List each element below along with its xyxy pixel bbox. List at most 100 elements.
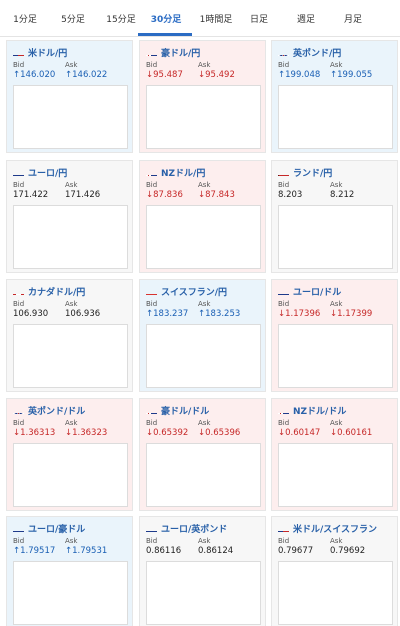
bid-ask-labels: Bid Ask xyxy=(278,61,343,69)
tab-weekly[interactable]: 週足 xyxy=(296,15,315,25)
currency-card[interactable]: 1.8051.81.7952:308:3014:30ユーロ/豪ドルBidAsk↑… xyxy=(6,516,133,626)
mini-candlestick-chart[interactable] xyxy=(278,85,393,149)
currency-pair-name[interactable]: 英ポンド/円 xyxy=(293,48,342,59)
currency-pair-name[interactable]: ユーロ/ドル xyxy=(293,287,342,298)
currency-pair-name[interactable]: ユーロ/円 xyxy=(28,168,68,179)
card-header: 8887.887.687.42:308:3014:30 NZドル/円 xyxy=(146,166,206,179)
currency-pair-name[interactable]: ユーロ/豪ドル xyxy=(28,524,86,535)
mini-candlestick-chart[interactable] xyxy=(13,561,128,625)
currency-pair-name[interactable]: ユーロ/英ポンド xyxy=(161,524,228,535)
bid-ask-labels: Bid Ask xyxy=(13,419,78,427)
bid-label: Bid xyxy=(146,61,158,69)
bid-ask-labels: Bid Ask xyxy=(278,300,343,308)
currency-pair-name[interactable]: 豪ドル/ドル xyxy=(161,406,210,417)
mini-candlestick-chart[interactable] xyxy=(146,205,261,269)
currency-pair-name[interactable]: 米ドル/円 xyxy=(28,48,68,59)
mini-candlestick-chart[interactable] xyxy=(146,443,261,507)
currency-card[interactable]: 95.59594.52:308:3014:30豪ドル/円BidAsk↓95.48… xyxy=(139,40,266,153)
ask-price: ↓1.36323 xyxy=(65,428,108,438)
bid-label: Bid xyxy=(13,419,25,427)
currency-card[interactable]: 171.51712:308:3014:30ユーロ/円BidAsk171.4221… xyxy=(6,160,133,273)
currency-pair-name[interactable]: 米ドル/スイスフラン xyxy=(293,524,378,535)
currency-card[interactable]: 107.2107106.8106.6106.42:308:3014:30 カナダド… xyxy=(6,279,133,392)
currency-card[interactable]: 146145.52:308:3014:30米ドル/円BidAsk↑146.020… xyxy=(6,40,133,153)
bid-label: Bid xyxy=(146,537,158,545)
bid-label: Bid xyxy=(13,61,25,69)
tab-30min[interactable]: 30分足 xyxy=(150,15,182,25)
bid-ask-values: ↓95.487 ↓95.492 xyxy=(146,70,235,80)
eu-flag-icon: 0.8620.8610.862:308:3014:30 xyxy=(146,524,157,532)
currency-card[interactable]: 0.6560.6540.6520.652:308:3014:30豪ドル/ドルBi… xyxy=(139,398,266,511)
currency-pair-name[interactable]: スイスフラン/円 xyxy=(161,287,228,298)
currency-pair-name[interactable]: 豪ドル/円 xyxy=(161,48,201,59)
bid-label: Bid xyxy=(13,300,25,308)
bid-ask-values: ↓1.36313 ↓1.36323 xyxy=(13,428,107,438)
ask-price: ↓0.60161 xyxy=(330,428,373,438)
mini-candlestick-chart[interactable] xyxy=(13,85,128,149)
nz-flag-icon: 0.6020.62:308:3014:30 xyxy=(278,406,289,414)
tabs-divider xyxy=(0,36,400,37)
currency-pair-name[interactable]: カナダドル/円 xyxy=(28,287,86,298)
mini-candlestick-chart[interactable] xyxy=(146,324,261,388)
bid-ask-labels: Bid Ask xyxy=(146,300,211,308)
currency-card[interactable]: 0.6020.62:308:3014:30NZドル/ドルBidAsk↓0.601… xyxy=(271,398,398,511)
mini-candlestick-chart[interactable] xyxy=(278,443,393,507)
bid-ask-values: 0.86116 0.86124 xyxy=(146,546,233,556)
bid-ask-labels: Bid Ask xyxy=(278,537,343,545)
card-header: 107.2107106.8106.6106.42:308:3014:30 カナダド… xyxy=(13,285,86,298)
tab-1hour[interactable]: 1時間足 xyxy=(199,15,233,25)
bid-ask-labels: Bid Ask xyxy=(13,300,78,308)
us-flag-icon: 146145.52:308:3014:30 xyxy=(13,48,24,56)
mini-candlestick-chart[interactable] xyxy=(13,205,128,269)
currency-card[interactable]: 0.7990.7980.7970.7962:308:3014:30 米ドル/スイス… xyxy=(271,516,398,626)
tab-monthly[interactable]: 月足 xyxy=(343,15,362,25)
ask-label: Ask xyxy=(198,181,211,189)
mini-candlestick-chart[interactable] xyxy=(278,324,393,388)
card-header: 0.6560.6540.6520.652:308:3014:30 豪ドル/ドル xyxy=(146,404,210,417)
bid-ask-values: ↑199.048 ↑199.055 xyxy=(278,70,372,80)
currency-card[interactable]: 8.228.28.182:308:3014:30ランド/円BidAsk8.203… xyxy=(271,160,398,273)
ask-label: Ask xyxy=(65,181,78,189)
bid-ask-values: 8.203 8.212 xyxy=(278,190,354,200)
mini-candlestick-chart[interactable] xyxy=(278,561,393,625)
mini-candlestick-chart[interactable] xyxy=(13,324,128,388)
ask-price: 106.936 xyxy=(65,309,101,319)
bid-price: ↑199.048 xyxy=(278,70,321,80)
bid-ask-values: ↓1.17396 ↓1.17399 xyxy=(278,309,372,319)
mini-candlestick-chart[interactable] xyxy=(146,85,261,149)
card-header: 1.1741.1721.172:308:3014:30 ユーロ/ドル xyxy=(278,285,342,298)
australia-flag-icon: 0.6560.6540.6520.652:308:3014:30 xyxy=(146,406,157,414)
ask-label: Ask xyxy=(330,419,343,427)
currency-pair-name[interactable]: ランド/円 xyxy=(293,168,333,179)
bid-ask-values: ↓87.836 ↓87.843 xyxy=(146,190,235,200)
ask-label: Ask xyxy=(65,61,78,69)
eu-flag-icon: 1.1741.1721.172:308:3014:30 xyxy=(278,287,289,295)
tab-daily[interactable]: 日足 xyxy=(249,15,268,25)
mini-candlestick-chart[interactable] xyxy=(146,561,261,625)
currency-pair-name[interactable]: NZドル/円 xyxy=(161,168,206,179)
mini-candlestick-chart[interactable] xyxy=(13,443,128,507)
tab-15min[interactable]: 15分足 xyxy=(106,15,136,25)
currency-card[interactable]: 8887.887.687.42:308:3014:30NZドル/円BidAsk↓… xyxy=(139,160,266,273)
currency-pair-name[interactable]: 英ポンド/ドル xyxy=(28,406,86,417)
bid-label: Bid xyxy=(278,537,290,545)
tab-1min[interactable]: 1分足 xyxy=(13,15,37,25)
currency-pair-name[interactable]: NZドル/ドル xyxy=(293,406,347,417)
ask-label: Ask xyxy=(198,419,211,427)
currency-card[interactable]: 1.1741.1721.172:308:3014:30 ユーロ/ドル BidAsk↓… xyxy=(271,279,398,392)
ask-price: ↓0.65396 xyxy=(198,428,241,438)
ask-price: 0.86124 xyxy=(198,546,234,556)
bid-label: Bid xyxy=(146,419,158,427)
ask-label: Ask xyxy=(198,61,211,69)
mini-candlestick-chart[interactable] xyxy=(278,205,393,269)
canada-flag-icon: 107.2107106.8106.6106.42:308:3014:30 xyxy=(13,287,24,295)
tab-5min[interactable]: 5分足 xyxy=(61,15,85,25)
bid-ask-values: ↓0.65392 ↓0.65396 xyxy=(146,428,240,438)
ask-price: ↑146.022 xyxy=(65,70,108,80)
bid-ask-labels: Bid Ask xyxy=(146,419,211,427)
card-header: 1.8051.81.7952:308:3014:30 ユーロ/豪ドル xyxy=(13,522,86,535)
